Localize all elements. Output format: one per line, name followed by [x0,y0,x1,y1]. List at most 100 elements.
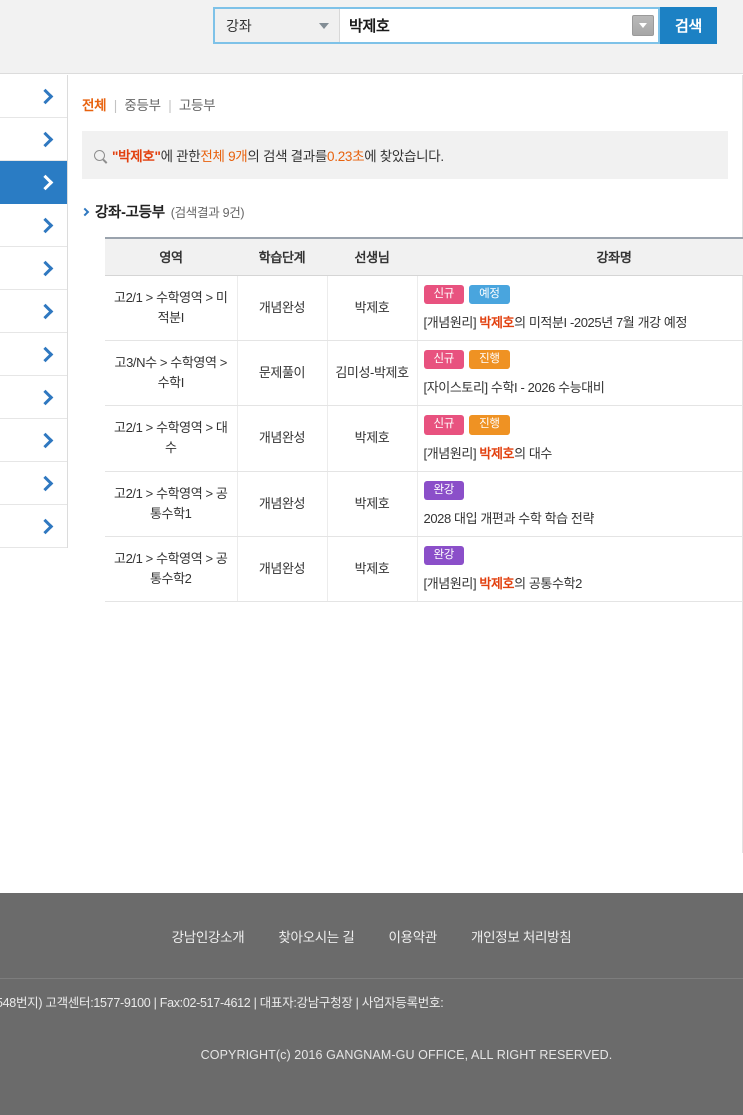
footer-link-1[interactable]: 강남인강소개 [171,929,245,945]
course-name-link[interactable]: [개념원리] 박제호의 공통수학2 [423,576,583,592]
cell-course-name: 완강 2028 대입 개편과 수학 학습 전략 [417,471,743,538]
sidebar-item-9[interactable] [0,419,67,462]
footer-link-4[interactable]: 개인정보 처리방침 [470,929,572,945]
course-name-link[interactable]: 2028 대입 개편과 수학 학습 전략 [424,511,595,526]
status-badge-live: 진행 [469,349,510,370]
column-header-stage: 학습단계 [237,237,327,276]
sidebar-item-6[interactable] [0,290,67,333]
course-name-rest: 의 미적분I -2025년 7월 개강 예정 [514,314,688,330]
table-row[interactable]: 고2/1 > 수학영역 > 공통수학2 개념완성 박제호 완강 [개념원리] 박제호의 … [105,536,743,603]
course-name-rest: 의 공통수학2 [514,576,582,592]
course-name-link[interactable]: [개념원리] 박제호의 미적분I -2025년 7월 개강 예정 [424,315,688,330]
badge-group: 완강 [423,546,743,566]
table-row[interactable]: 고3/N수 > 수학영역 > 수학I 문제풀이 김미성-박제호 신규 진행 [자이스토리]… [105,340,743,407]
course-name-link[interactable]: [개념원리] 박제호의 대수 [423,445,553,461]
course-name-prefix: [개념원리] [423,576,480,592]
virtual-keyboard-toggle-icon[interactable] [632,15,654,36]
summary-query: "박제호" [112,149,161,164]
status-badge-new: 신규 [423,284,465,304]
filter-tab-all[interactable]: 전체 [82,98,107,113]
cell-teacher: 박제호 [327,275,418,341]
table-row[interactable]: 고2/1 > 수학영역 > 대수 개념완성 박제호 신규 진행 [개념원리] 박제호의 대… [105,405,743,472]
chevron-right-icon [37,346,54,362]
course-name-prefix: [개념원리] [423,445,480,461]
search-result-summary: "박제호" 에 관한 전체 9개 의 검색 결과를 0.23초 에 찾았습니다. [82,131,728,179]
sidebar-item-8[interactable] [0,376,67,419]
footer-company-info: 서울시 강남구 도곡로 18길 7 (구: 도곡동 548번지) 고객센터:15… [0,979,743,1034]
filter-tab-middle[interactable]: 중등부 [124,98,161,113]
cell-teacher: 김미성-박제호 [327,340,418,407]
column-header-teacher: 선생님 [327,237,417,276]
course-table-wrapper: 영역 학습단계 선생님 강좌명 고2/1 > 수학영역 > 미적분I 개념완성 박제… [105,237,743,603]
footer-address-line-1: 서울시 강남구 도곡로 18길 7 (구: 도곡동 548번지) 고객센터:15… [0,996,444,1010]
badge-group: 완강 [423,480,743,500]
footer-link-2[interactable]: 찾아오시는 길 [278,929,355,945]
chevron-down-icon [319,22,329,29]
filter-tab-high[interactable]: 고등부 [178,98,216,113]
search-category-value: 강좌 [226,17,252,34]
section-header: 강좌-고등부 (검색결과 9건) [68,179,742,222]
chevron-right-icon [37,389,54,405]
summary-text-1: 에 관한 [160,149,201,164]
status-badge-new: 신규 [423,415,465,435]
search-header-band: 강좌 박제호 검색 [0,0,743,74]
table-row[interactable]: 고2/1 > 수학영역 > 공통수학1 개념완성 박제호 완강 2028 대입 개편과 … [105,471,743,538]
sidebar-item-7[interactable] [0,333,67,376]
left-sidebar [0,75,68,548]
summary-time: 0.23초 [327,149,365,164]
chevron-right-icon [37,174,54,190]
footer-copyright: COPYRIGHT(c) 2016 GANGNAM-GU OFFICE, ALL… [200,1048,613,1063]
cell-stage: 개념완성 [237,471,328,538]
search-input[interactable]: 박제호 [340,9,658,42]
footer-address-line-2: 리책임(CPO): 행정국장 [0,1014,743,1035]
status-badge-soon: 예정 [469,284,510,304]
course-name-highlight: 박제호 [479,576,515,592]
sidebar-item-3[interactable] [0,161,67,204]
course-table-body: 고2/1 > 수학영역 > 미적분I 개념완성 박제호 신규 예정 [개념원리] 박제호의… [105,275,743,603]
cell-teacher: 박제호 [327,471,418,538]
cell-teacher: 박제호 [327,405,418,472]
footer-link-3[interactable]: 이용약관 [388,929,438,945]
course-name-rest: 의 대수 [514,445,552,461]
filter-separator-2: | [168,98,172,113]
course-table: 영역 학습단계 선생님 강좌명 고2/1 > 수학영역 > 미적분I 개념완성 박제… [105,237,743,603]
status-badge-done: 완강 [423,546,465,566]
chevron-right-icon [37,88,54,104]
sidebar-item-1[interactable] [0,75,67,118]
search-submit-button[interactable]: 검색 [660,7,717,44]
status-badge-live: 진행 [469,415,510,435]
footer-nav: 강남인강소개 찾아오시는 길 이용약관 개인정보 처리방침 [0,893,743,979]
cell-stage: 개념완성 [237,275,328,341]
sidebar-item-5[interactable] [0,247,67,290]
course-name-highlight: 박제호 [479,314,515,330]
chevron-right-icon [80,207,90,217]
table-row[interactable]: 고2/1 > 수학영역 > 미적분I 개념완성 박제호 신규 예정 [개념원리] 박제호의… [105,275,743,341]
summary-text-3: 에 찾았습니다. [364,149,444,164]
sidebar-item-10[interactable] [0,462,67,505]
summary-count: 전체 9개 [200,149,248,164]
search-category-select[interactable]: 강좌 [215,9,340,42]
result-filter-tabs: 전체 | 중등부 | 고등부 [68,75,742,114]
cell-area: 고2/1 > 수학영역 > 공통수학1 [105,471,238,538]
page-footer: 강남인강소개 찾아오시는 길 이용약관 개인정보 처리방침 서울시 강남구 도곡로 1… [0,893,743,1115]
search-form: 강좌 박제호 검색 [213,7,717,44]
course-name-prefix: [자이스토리] 수학I - 2026 수능대비 [423,380,605,396]
chevron-right-icon [37,475,54,491]
cell-course-name: 신규 예정 [개념원리] 박제호의 미적분I -2025년 7월 개강 예정 [417,275,743,341]
table-header-row: 영역 학습단계 선생님 강좌명 [105,237,743,276]
course-name-link[interactable]: [자이스토리] 수학I - 2026 수능대비 [424,380,605,395]
chevron-right-icon [37,131,54,147]
badge-group: 신규 진행 [423,415,743,435]
column-header-course-name: 강좌명 [417,237,743,276]
sidebar-item-2[interactable] [0,118,67,161]
cell-area: 고3/N수 > 수학영역 > 수학I [105,340,238,407]
search-field-group: 강좌 박제호 [213,7,660,44]
caret-down-icon [639,23,647,28]
cell-teacher: 박제호 [327,536,418,603]
sidebar-item-11[interactable] [0,505,67,548]
cell-stage: 개념완성 [237,536,328,603]
cell-stage: 문제풀이 [237,340,328,407]
chevron-right-icon [37,303,54,319]
sidebar-item-4[interactable] [0,204,67,247]
filter-separator-1: | [113,98,118,113]
